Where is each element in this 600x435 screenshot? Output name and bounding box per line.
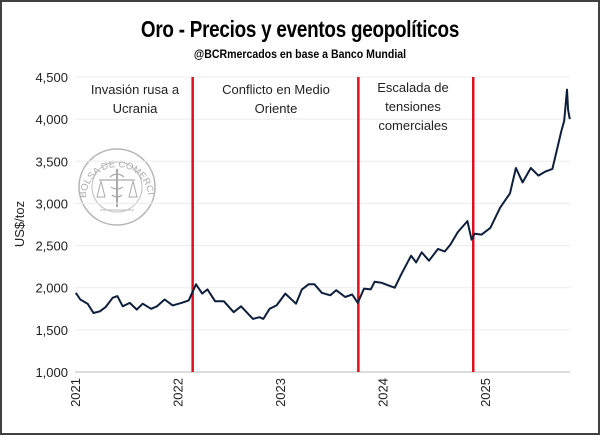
event-label: Conflicto en Medio <box>222 82 330 97</box>
y-tick-label: 3,000 <box>35 196 68 211</box>
y-tick-label: 2,000 <box>35 281 68 296</box>
x-tick-label: 2025 <box>478 378 493 407</box>
y-tick-label: 1,000 <box>35 365 68 380</box>
event-label: Oriente <box>255 101 298 116</box>
x-tick-label: 2022 <box>171 378 186 407</box>
event-label: Ucrania <box>113 101 159 116</box>
x-tick-label: 2023 <box>273 378 288 407</box>
event-label: comerciales <box>378 118 448 133</box>
y-tick-label: 2,500 <box>35 239 68 254</box>
y-tick-label: 4,000 <box>35 112 68 127</box>
y-tick-label: 4,500 <box>35 70 68 85</box>
chart-title: Oro - Precios y eventos geopolíticos <box>140 16 460 42</box>
x-tick-label: 2021 <box>68 378 83 407</box>
event-label: Invasión rusa a <box>91 82 180 97</box>
chart-subtitle: @BCRmercados en base a Banco Mundial <box>193 47 407 61</box>
y-axis-label: US$/toz <box>12 201 27 247</box>
x-tick-label: 2024 <box>376 378 391 407</box>
y-tick-label: 1,500 <box>35 323 68 338</box>
y-tick-label: 3,500 <box>35 154 68 169</box>
event-label: Escalada de <box>377 80 449 95</box>
gold-price-line <box>74 88 571 320</box>
event-label: tensiones <box>385 99 441 114</box>
